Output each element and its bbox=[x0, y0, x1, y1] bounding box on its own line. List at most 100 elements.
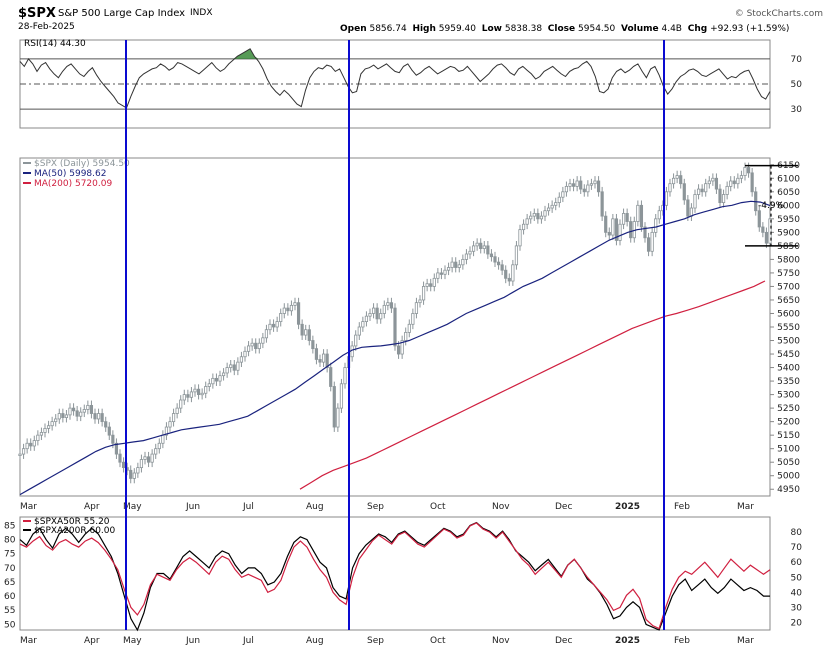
price-month-label: Jul bbox=[242, 502, 254, 512]
price-candle bbox=[436, 272, 440, 279]
price-candle bbox=[325, 353, 329, 368]
price-candle bbox=[739, 175, 744, 179]
price-candle bbox=[389, 302, 394, 309]
breadth-left-tick: 50 bbox=[4, 620, 16, 630]
rsi-legend: RSI(14) 44.30 bbox=[24, 39, 86, 49]
price-candle bbox=[300, 323, 304, 336]
price-candle bbox=[286, 307, 290, 312]
price-candle bbox=[46, 425, 51, 429]
price-candle bbox=[486, 245, 490, 255]
price-tick-label: 5200 bbox=[777, 418, 800, 428]
price-candle bbox=[36, 434, 40, 441]
price-candle bbox=[593, 180, 597, 185]
price-candle bbox=[175, 407, 179, 414]
price-candle bbox=[143, 456, 147, 460]
price-candle bbox=[693, 194, 697, 209]
price-candle bbox=[336, 407, 340, 428]
price-candle bbox=[454, 261, 458, 268]
breadth-month-label: Mar bbox=[20, 636, 37, 646]
price-candle bbox=[743, 167, 747, 176]
breadth-legend-label: $SPXA200R 60.00 bbox=[34, 526, 116, 536]
price-candle bbox=[561, 191, 565, 198]
price-candle bbox=[382, 304, 386, 314]
price-candle bbox=[82, 409, 86, 413]
price-candle bbox=[296, 302, 301, 325]
price-candle bbox=[439, 272, 444, 275]
price-candle bbox=[289, 304, 294, 312]
price-candle bbox=[414, 302, 419, 314]
price-candle bbox=[621, 213, 626, 225]
price-candle bbox=[757, 210, 761, 228]
price-tick-label: 6050 bbox=[777, 188, 800, 198]
price-month-label: Aug bbox=[306, 502, 324, 512]
price-tick-label: 5700 bbox=[777, 282, 800, 292]
price-candle bbox=[50, 421, 54, 427]
price-candle bbox=[496, 261, 501, 266]
rsi-overbought-fill bbox=[20, 48, 770, 59]
date-label: 28-Feb-2025 bbox=[18, 22, 75, 32]
price-legend-label: $SPX (Daily) 5954.50 bbox=[34, 159, 130, 169]
price-candle bbox=[582, 188, 586, 193]
price-candle bbox=[75, 410, 79, 417]
price-candle bbox=[718, 188, 722, 204]
price-tick-label: 5550 bbox=[777, 323, 800, 333]
price-candle bbox=[464, 253, 469, 260]
price-candle bbox=[689, 207, 694, 217]
price-candle bbox=[139, 459, 144, 469]
price-candle bbox=[261, 337, 265, 344]
range-annotation: -4.9% bbox=[758, 201, 785, 211]
price-candle bbox=[700, 188, 704, 193]
breadth-month-label: 2025 bbox=[615, 636, 640, 646]
price-candle bbox=[432, 277, 436, 287]
price-candle bbox=[114, 442, 119, 455]
price-candle bbox=[182, 394, 186, 401]
breadth-month-label: Feb bbox=[674, 636, 690, 646]
breadth-legend-label: $SPXA50R 55.20 bbox=[34, 517, 110, 527]
price-candle bbox=[443, 269, 447, 275]
price-candle bbox=[675, 175, 679, 179]
breadth-right-tick: 60 bbox=[791, 558, 803, 568]
breadth-month-label: Jul bbox=[242, 636, 254, 646]
price-candle bbox=[518, 229, 522, 247]
price-candle bbox=[343, 367, 347, 385]
price-candle bbox=[607, 231, 611, 236]
price-candle bbox=[604, 215, 608, 233]
price-candle bbox=[461, 258, 465, 266]
breadth-month-label: Aug bbox=[306, 636, 324, 646]
price-candle bbox=[157, 442, 161, 450]
price-candle bbox=[500, 264, 504, 271]
price-tick-label: 6000 bbox=[777, 201, 800, 211]
price-candle bbox=[618, 223, 622, 241]
price-candle bbox=[311, 340, 315, 350]
price-candle bbox=[707, 180, 711, 185]
price-candle bbox=[332, 386, 336, 428]
price-candle bbox=[736, 177, 740, 185]
price-candle bbox=[536, 213, 540, 220]
price-candle bbox=[264, 329, 269, 339]
credit-label: © StockCharts.com bbox=[734, 9, 823, 19]
price-candle bbox=[225, 367, 229, 374]
price-tick-label: 5250 bbox=[777, 404, 800, 414]
price-candle bbox=[446, 267, 451, 271]
price-candle bbox=[482, 245, 486, 249]
price-candle bbox=[354, 334, 358, 347]
price-candle bbox=[650, 231, 654, 252]
price-candle bbox=[479, 242, 483, 249]
price-candle bbox=[304, 329, 308, 336]
breadth-left-tick: 55 bbox=[4, 606, 15, 616]
price-candle bbox=[404, 332, 408, 341]
breadth-left-tick: 75 bbox=[4, 550, 15, 560]
price-month-label: 2025 bbox=[615, 502, 640, 512]
price-candle bbox=[475, 242, 479, 247]
price-candle bbox=[614, 218, 619, 241]
price-candle bbox=[200, 392, 204, 396]
price-candle bbox=[271, 323, 276, 328]
price-candle bbox=[514, 245, 519, 266]
price-candle bbox=[161, 434, 165, 444]
breadth-right-tick: 40 bbox=[791, 588, 803, 598]
breadth-month-label: Dec bbox=[555, 636, 572, 646]
price-candle bbox=[193, 388, 197, 393]
price-candle bbox=[136, 467, 140, 474]
price-candle bbox=[293, 302, 297, 306]
open-label: Open bbox=[340, 24, 367, 34]
